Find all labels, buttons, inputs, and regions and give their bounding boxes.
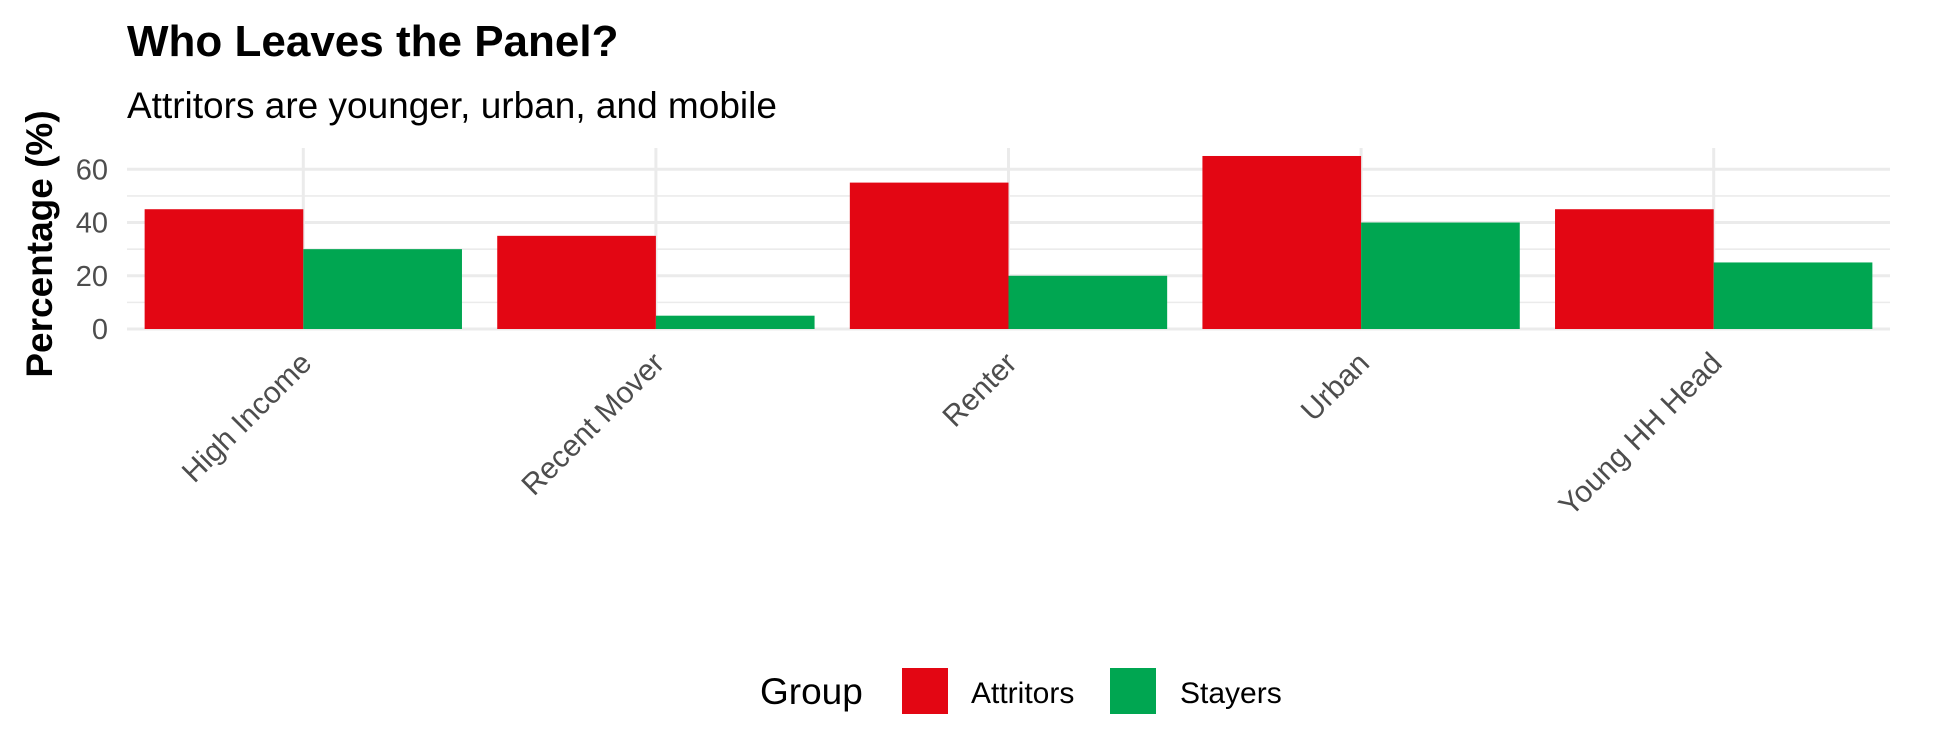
bar-attritors-recent-mover <box>497 235 656 329</box>
y-tick-label: 0 <box>92 314 108 346</box>
bar-attritors-high-income <box>144 209 304 329</box>
y-tick-label: 60 <box>76 154 108 186</box>
y-axis-label: Percentage (%) <box>19 110 60 377</box>
legend-swatch-attritors <box>902 668 948 714</box>
x-tick-label: Young HH Head <box>1553 347 1729 523</box>
y-tick-label: 20 <box>76 261 108 293</box>
bar-attritors-renter <box>849 182 1009 329</box>
y-tick-labels: 0 20 40 60 <box>76 154 108 346</box>
bar-attritors-urban <box>1202 155 1362 329</box>
legend: Group Attritors Stayers <box>760 668 1282 714</box>
legend-label-stayers: Stayers <box>1180 677 1282 710</box>
bar-stayers-young-hh-head <box>1713 262 1873 329</box>
bar-stayers-recent-mover <box>655 315 815 329</box>
bar-attritors-young-hh-head <box>1555 209 1714 329</box>
x-tick-label: Urban <box>1295 347 1376 428</box>
x-tick-label: High Income <box>176 347 318 489</box>
bar-stayers-renter <box>1008 275 1168 329</box>
chart-title: Who Leaves the Panel? <box>127 17 618 66</box>
legend-swatch-stayers <box>1110 668 1156 714</box>
x-tick-label: Renter <box>936 347 1023 434</box>
chart-subtitle: Attritors are younger, urban, and mobile <box>127 85 777 126</box>
x-tick-label: Recent Mover <box>515 347 670 502</box>
bar-stayers-urban <box>1361 222 1520 329</box>
legend-title: Group <box>760 671 863 712</box>
legend-label-attritors: Attritors <box>971 677 1074 710</box>
bars <box>144 155 1873 329</box>
bar-stayers-high-income <box>303 249 462 329</box>
x-tick-labels: High Income Recent Mover Renter Urban Young … <box>176 347 1729 523</box>
y-tick-label: 40 <box>76 208 108 240</box>
